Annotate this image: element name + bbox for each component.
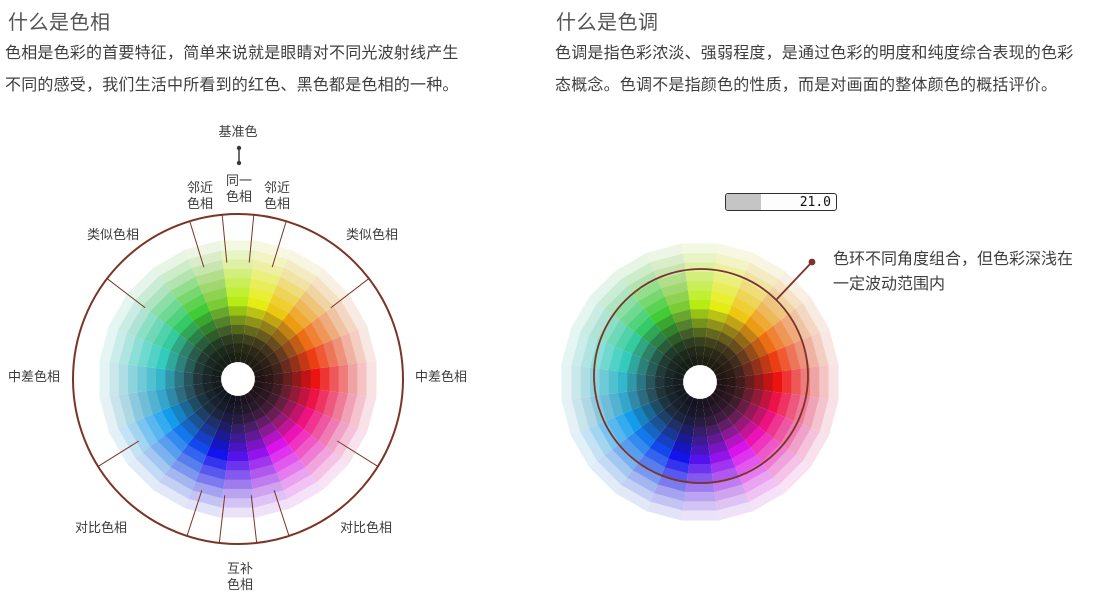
label-similar-hue-right: 类似色相 — [345, 228, 399, 243]
tone-wheel-figure — [561, 243, 839, 521]
hue-color-wheel — [99, 240, 377, 518]
label-adjacent-hue-left: 邻近 色相 — [186, 181, 214, 212]
hue-wheel-border — [72, 213, 404, 545]
label-base-color: 基准色 — [218, 125, 258, 140]
slider-value: 21.0 — [799, 195, 831, 210]
tone-range-circle — [593, 268, 809, 484]
label-similar-hue-left: 类似色相 — [86, 228, 140, 243]
hue-wheel-figure — [72, 145, 404, 545]
label-complementary-hue: 互补 色相 — [226, 562, 254, 593]
label-medium-difference-hue-left: 中差色相 — [7, 370, 61, 385]
callout-dot — [808, 258, 816, 266]
tone-section-body: 色调是指色彩浓淡、强弱程度，是通过色彩的明度和纯度综合表现的色彩 态概念。色调不… — [555, 43, 1074, 94]
tone-annotation: 色环不同角度组合，但色彩深浅在 一定波动范围内 — [833, 249, 1074, 293]
tone-color-wheel — [561, 243, 839, 521]
hue-section-title: 什么是色相 — [8, 10, 111, 34]
label-medium-difference-hue-right: 中差色相 — [414, 370, 468, 385]
label-contrast-hue-right: 对比色相 — [339, 521, 393, 536]
slider-fill-bar — [726, 194, 762, 210]
tone-section-title: 什么是色调 — [556, 10, 659, 34]
callout-line — [775, 261, 813, 301]
hue-sector-ticks — [97, 214, 379, 543]
label-adjacent-hue-right: 邻近 色相 — [263, 181, 291, 212]
base-color-arrow-icon — [236, 145, 242, 166]
hue-section-body: 色相是色彩的首要特征，简单来说就是眼睛对不同光波射线产生 不同的感受，我们生活中… — [5, 43, 459, 94]
tone-value-slider[interactable]: 21.0 — [725, 193, 837, 211]
label-contrast-hue-left: 对比色相 — [74, 521, 128, 536]
label-same-hue: 同一 色相 — [225, 174, 253, 205]
